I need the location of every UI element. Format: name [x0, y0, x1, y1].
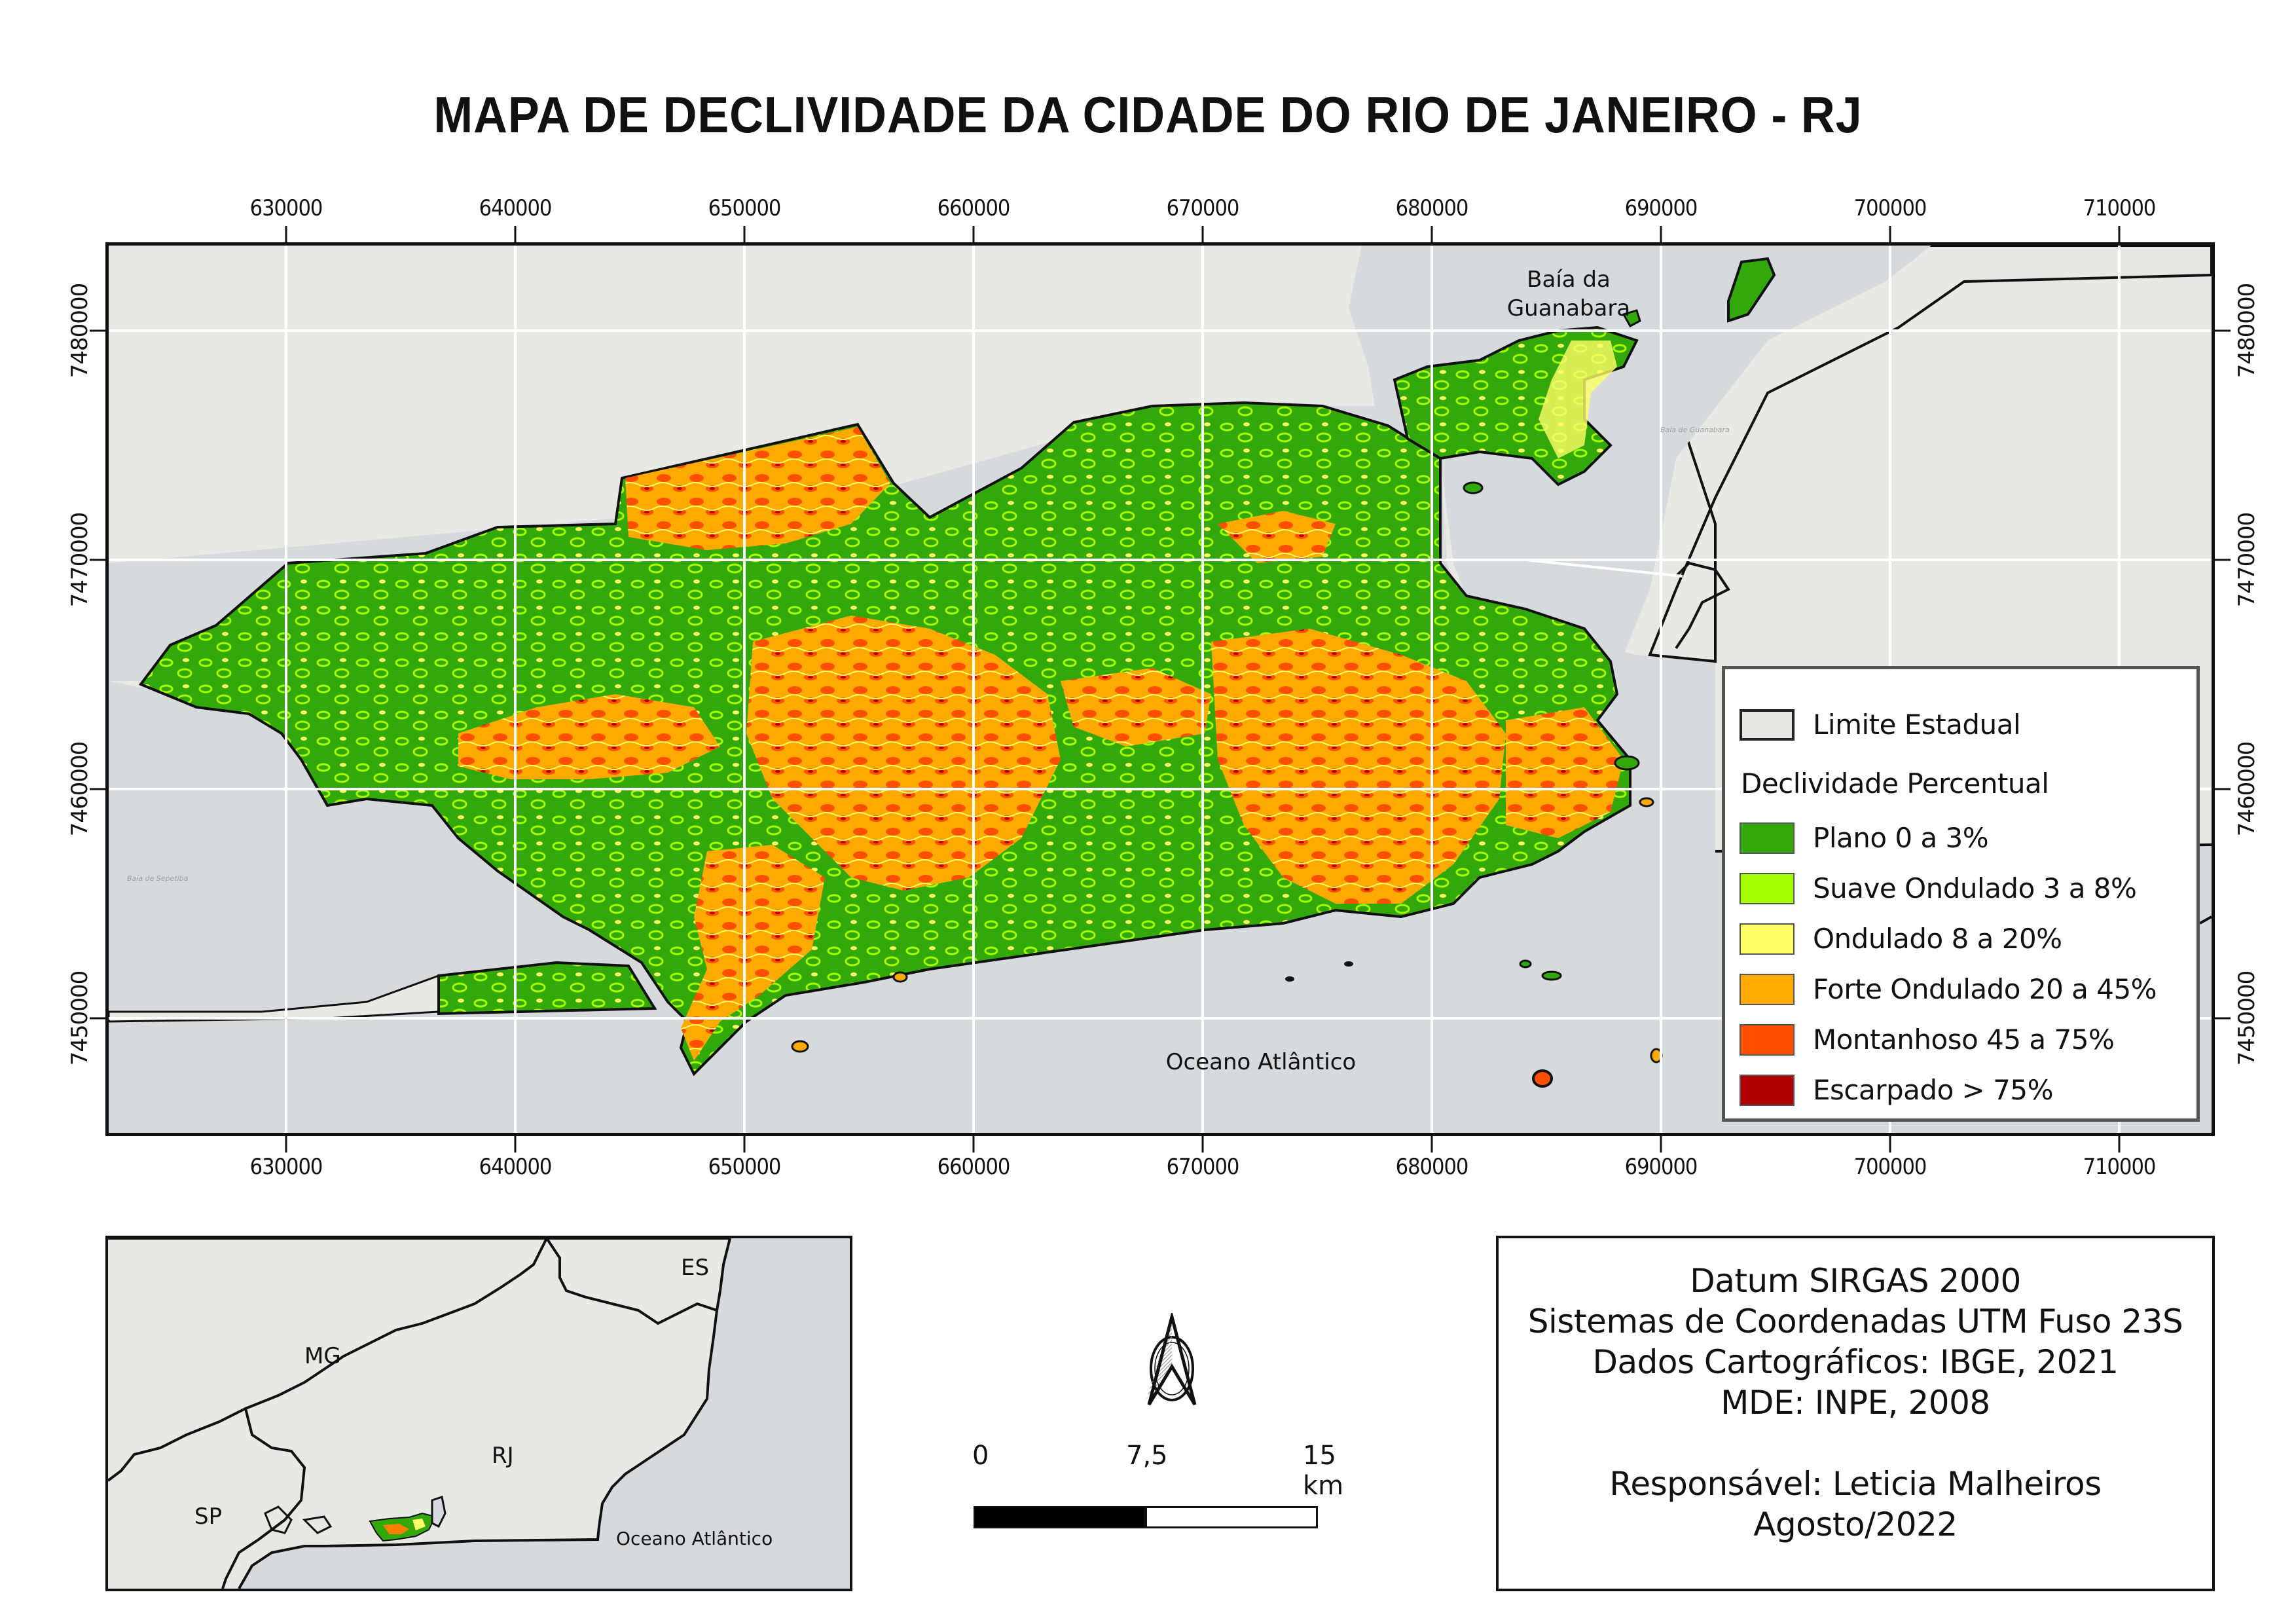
x-tick-label: 690000 — [1624, 1154, 1698, 1180]
inset-canvas — [108, 1238, 850, 1589]
map-legend: Limite Estadual Declividade Percentual P… — [1722, 666, 2200, 1122]
legend-label: Plano 0 a 3% — [1813, 822, 1989, 854]
x-tick-label: 700000 — [1853, 1154, 1927, 1180]
inset-label-es: ES — [681, 1255, 710, 1281]
legend-item-ondulado: Ondulado 8 a 20% — [1740, 923, 2062, 955]
inset-location-map[interactable]: MG ES RJ SP Oceano Atlântico — [105, 1236, 852, 1591]
ocean-label: Oceano Atlântico — [1165, 1049, 1357, 1075]
inset-label-rj: RJ — [492, 1443, 514, 1469]
x-tick-label: 670000 — [1166, 1154, 1240, 1180]
legend-swatch — [1740, 709, 1795, 741]
x-tick-label: 640000 — [479, 1154, 553, 1180]
main-map[interactable]: Baía da Guanabara Oceano Atlântico Baía … — [105, 242, 2215, 1136]
x-tick-label: 680000 — [1395, 1154, 1469, 1180]
massif-tijuca — [746, 616, 1061, 891]
legend-item-boundary: Limite Estadual — [1740, 709, 2021, 741]
x-tick-label: 710000 — [2083, 195, 2157, 221]
map-metadata-box: Datum SIRGAS 2000 Sistemas de Coordenada… — [1496, 1236, 2215, 1591]
x-tick-label: 650000 — [708, 1154, 782, 1180]
scale-segment-black — [974, 1506, 1145, 1528]
legend-label: Limite Estadual — [1813, 709, 2021, 741]
x-tick-label: 660000 — [937, 1154, 1011, 1180]
legend-item-suave-ondulado: Suave Ondulado 3 a 8% — [1740, 872, 2137, 904]
spacer — [1499, 1423, 2212, 1464]
x-tick-label: 630000 — [249, 195, 323, 221]
x-tick-label: 650000 — [708, 195, 782, 221]
legend-label: Ondulado 8 a 20% — [1813, 923, 2062, 955]
legend-label: Montanhoso 45 a 75% — [1813, 1024, 2115, 1056]
scale-label-0: 0 — [972, 1441, 989, 1471]
inset-label-sp: SP — [194, 1504, 223, 1530]
legend-swatch — [1740, 973, 1795, 1005]
legend-item-forte-ondulado: Forte Ondulado 20 a 45% — [1740, 973, 2157, 1005]
north-arrow-icon — [1146, 1313, 1197, 1406]
x-tick-label: 640000 — [479, 195, 553, 221]
dem-source-line: MDE: INPE, 2008 — [1721, 1384, 1990, 1422]
inset-label-ocean: Oceano Atlântico — [616, 1528, 773, 1549]
legend-item-plano: Plano 0 a 3% — [1740, 822, 1989, 854]
guanabara-faint-label: Baía de Guanabara — [1660, 426, 1730, 434]
x-tick-label: 690000 — [1624, 195, 1698, 221]
x-tick-label: 700000 — [1853, 195, 1927, 221]
legend-label: Forte Ondulado 20 a 45% — [1813, 973, 2157, 1005]
legend-swatch — [1740, 822, 1795, 854]
datum-line: Datum SIRGAS 2000 — [1690, 1262, 2021, 1300]
legend-swatch — [1740, 1024, 1795, 1056]
sepetiba-faint-label: Baía de Sepetiba — [127, 874, 189, 883]
legend-swatch — [1740, 923, 1795, 955]
ridge-west — [458, 511, 1336, 1061]
date-line: Agosto/2022 — [1753, 1505, 1958, 1543]
legend-heading: Declividade Percentual — [1741, 767, 2049, 800]
x-tick-label: 670000 — [1166, 195, 1240, 221]
x-tick-label: 710000 — [2083, 1154, 2157, 1180]
scale-label-mid: 7,5 — [1126, 1441, 1168, 1471]
x-tick-label: 630000 — [249, 1154, 323, 1180]
bay-label-line1: Baía da — [1527, 267, 1611, 293]
author-line: Responsável: Leticia Malheiros — [1609, 1465, 2102, 1503]
scale-label-end: 15 km — [1303, 1441, 1344, 1501]
bay-label: Baía da Guanabara — [1470, 265, 1667, 323]
scale-segment-white — [1145, 1506, 1318, 1528]
legend-label: Escarpado > 75% — [1813, 1074, 2054, 1106]
scale-bar: 0 7,5 15 km — [972, 1441, 1343, 1539]
map-title: MAPA DE DECLIVIDADE DA CIDADE DO RIO DE … — [433, 86, 1863, 143]
coordinate-system-line: Sistemas de Coordenadas UTM Fuso 23S — [1527, 1302, 2183, 1340]
massif-gericino — [625, 427, 890, 550]
legend-item-montanhoso: Montanhoso 45 a 75% — [1740, 1024, 2115, 1056]
legend-swatch — [1740, 872, 1795, 904]
legend-label: Suave Ondulado 3 a 8% — [1813, 872, 2137, 904]
x-tick-label: 680000 — [1395, 195, 1469, 221]
data-source-line: Dados Cartográficos: IBGE, 2021 — [1592, 1343, 2119, 1381]
slope-map-canvas — [109, 246, 2212, 1133]
inset-label-mg: MG — [304, 1343, 341, 1369]
x-tick-label: 660000 — [937, 195, 1011, 221]
legend-swatch — [1740, 1074, 1795, 1106]
legend-item-escarpado: Escarpado > 75% — [1740, 1074, 2054, 1106]
bay-label-line2: Guanabara — [1506, 295, 1631, 322]
